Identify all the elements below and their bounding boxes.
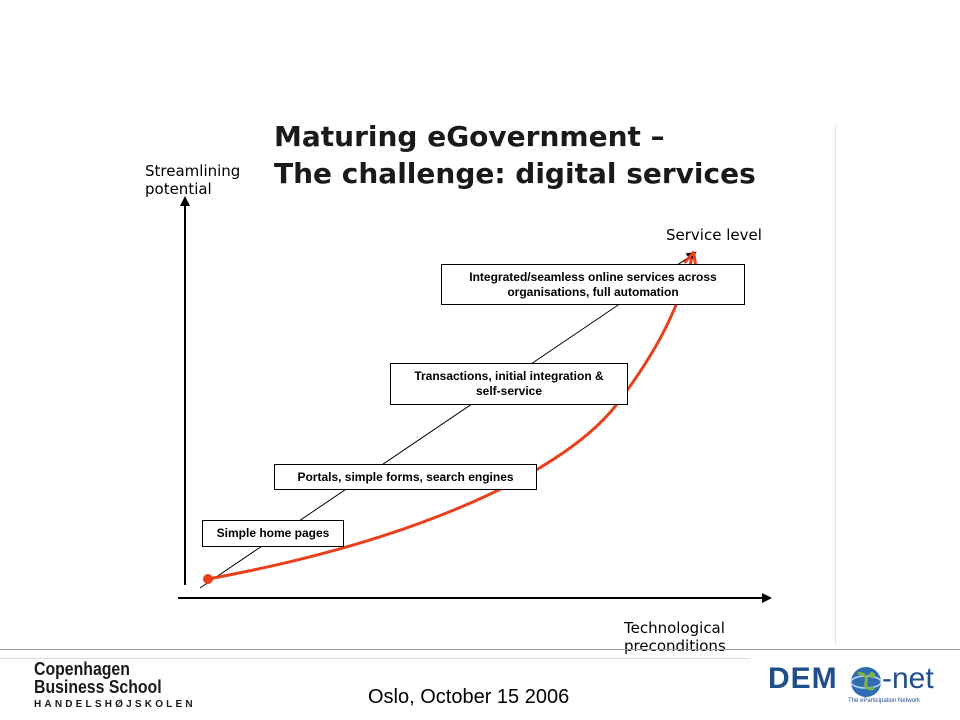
y-axis-label: Streamlining potential xyxy=(145,162,240,198)
stage-transactions: Transactions, initial integration & self… xyxy=(390,363,628,405)
stage-simple-home-pages: Simple home pages xyxy=(202,520,344,547)
demo-net-logo: DEM -net The eParticipation Network xyxy=(768,662,928,712)
cbs-logo: Copenhagen Business School HANDELSHØJSKO… xyxy=(34,660,184,710)
stage-integrated-services: Integrated/seamless online services acro… xyxy=(441,264,745,305)
globe-icon xyxy=(846,662,886,702)
footer-date: Oslo, October 15 2006 xyxy=(368,686,569,709)
service-level-label: Service level xyxy=(666,226,762,244)
stage-portals: Portals, simple forms, search engines xyxy=(274,464,537,490)
footer-divider xyxy=(0,649,960,650)
curve-start-dot xyxy=(203,574,213,584)
